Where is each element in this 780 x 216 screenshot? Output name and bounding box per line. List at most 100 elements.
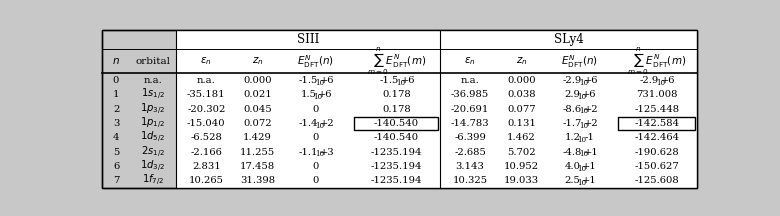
Text: $2s_{1/2}$: $2s_{1/2}$ (141, 145, 165, 160)
FancyBboxPatch shape (440, 30, 697, 188)
Text: $\epsilon_n$: $\epsilon_n$ (200, 55, 212, 67)
Text: +6: +6 (401, 76, 415, 85)
Text: $E^N_{\mathrm{DFT}}(n)$: $E^N_{\mathrm{DFT}}(n)$ (561, 53, 598, 70)
Text: $1p_{3/2}$: $1p_{3/2}$ (140, 102, 165, 117)
Text: +2: +2 (584, 105, 598, 114)
Text: 17.458: 17.458 (240, 162, 275, 171)
Text: 5.702: 5.702 (507, 148, 536, 157)
Text: 7: 7 (113, 176, 119, 185)
Text: 2.9: 2.9 (564, 90, 580, 99)
Text: 1.2: 1.2 (564, 133, 580, 142)
FancyBboxPatch shape (102, 30, 697, 188)
Text: $z_n$: $z_n$ (516, 55, 527, 67)
Text: 10: 10 (580, 107, 588, 115)
Text: 3.143: 3.143 (456, 162, 484, 171)
Text: 10: 10 (580, 150, 588, 158)
Text: -140.540: -140.540 (374, 133, 419, 142)
Text: -1: -1 (584, 133, 594, 142)
Text: -2.9: -2.9 (562, 76, 582, 85)
Text: 10: 10 (580, 79, 588, 87)
Text: 0.000: 0.000 (243, 76, 272, 85)
Text: +6: +6 (661, 76, 675, 85)
Text: 5: 5 (113, 148, 119, 157)
Text: +1: +1 (583, 148, 598, 157)
Text: -140.540: -140.540 (374, 119, 419, 128)
Text: -20.691: -20.691 (451, 105, 489, 114)
Text: -142.464: -142.464 (634, 133, 679, 142)
FancyBboxPatch shape (176, 30, 440, 188)
Text: -2.685: -2.685 (454, 148, 486, 157)
Text: 10: 10 (577, 93, 587, 101)
Text: $1s_{1/2}$: $1s_{1/2}$ (141, 87, 165, 102)
Text: -2.9: -2.9 (640, 76, 659, 85)
Text: +6: +6 (320, 76, 335, 85)
Text: +3: +3 (320, 148, 335, 157)
Text: $\epsilon_n$: $\epsilon_n$ (464, 55, 476, 67)
Text: -14.783: -14.783 (451, 119, 490, 128)
Text: 2.5: 2.5 (564, 176, 580, 185)
Text: $E^N_{\mathrm{DFT}}(n)$: $E^N_{\mathrm{DFT}}(n)$ (297, 53, 334, 70)
Text: 10.952: 10.952 (504, 162, 539, 171)
Text: -6.528: -6.528 (190, 133, 222, 142)
Text: $\sum_{m=0}^{n}\!E^N_{\mathrm{DFT}}(m)$: $\sum_{m=0}^{n}\!E^N_{\mathrm{DFT}}(m)$ (627, 45, 686, 77)
Text: -190.628: -190.628 (634, 148, 679, 157)
Text: $1f_{7/2}$: $1f_{7/2}$ (142, 173, 164, 188)
Text: 10: 10 (577, 179, 587, 187)
Text: 731.008: 731.008 (636, 90, 678, 99)
Text: 0: 0 (313, 105, 319, 114)
Text: n.a.: n.a. (461, 76, 480, 85)
Text: -2.166: -2.166 (190, 148, 222, 157)
Text: -1.5: -1.5 (379, 76, 399, 85)
Text: 10: 10 (315, 79, 324, 87)
Text: orbital: orbital (136, 57, 171, 66)
Text: 10: 10 (577, 165, 587, 173)
Text: 0: 0 (113, 76, 119, 85)
Text: -1.7: -1.7 (562, 119, 582, 128)
Text: $z_n$: $z_n$ (252, 55, 264, 67)
Text: 4.0: 4.0 (564, 162, 580, 171)
Text: 10: 10 (580, 122, 588, 130)
Text: -1.4: -1.4 (299, 119, 318, 128)
Text: -1235.194: -1235.194 (370, 148, 422, 157)
Text: 2.831: 2.831 (192, 162, 221, 171)
Text: $\sum_{m=0}^{n}\!E^N_{\mathrm{DFT}}(m)$: $\sum_{m=0}^{n}\!E^N_{\mathrm{DFT}}(m)$ (367, 45, 426, 77)
Text: -15.040: -15.040 (187, 119, 225, 128)
Text: -1.5: -1.5 (299, 76, 318, 85)
Text: -1235.194: -1235.194 (370, 176, 422, 185)
Text: 1.5: 1.5 (300, 90, 317, 99)
Text: 0: 0 (313, 162, 319, 171)
Text: 0.045: 0.045 (243, 105, 272, 114)
Text: -1.1: -1.1 (299, 148, 318, 157)
Text: +1: +1 (582, 162, 597, 171)
Text: -1235.194: -1235.194 (370, 162, 422, 171)
Text: n.a.: n.a. (144, 76, 162, 85)
Text: +6: +6 (584, 76, 598, 85)
Text: 2: 2 (113, 105, 119, 114)
Text: -4.8: -4.8 (562, 148, 582, 157)
Text: -35.181: -35.181 (187, 90, 225, 99)
Text: 10: 10 (577, 136, 587, 144)
Text: -150.627: -150.627 (634, 162, 679, 171)
Text: 11.255: 11.255 (240, 148, 275, 157)
Text: $n$: $n$ (112, 56, 120, 66)
Text: 0.038: 0.038 (507, 90, 536, 99)
Text: SLy4: SLy4 (554, 33, 583, 46)
Text: $1d_{3/2}$: $1d_{3/2}$ (140, 159, 165, 174)
Text: 1: 1 (113, 90, 119, 99)
Text: n.a.: n.a. (197, 76, 215, 85)
Text: -36.985: -36.985 (451, 90, 489, 99)
Text: +6: +6 (582, 90, 596, 99)
Text: 10: 10 (396, 79, 405, 87)
Text: 4: 4 (113, 133, 119, 142)
Text: 10.265: 10.265 (189, 176, 224, 185)
Text: 0: 0 (313, 133, 319, 142)
Text: 0.178: 0.178 (382, 90, 411, 99)
Text: -125.608: -125.608 (634, 176, 679, 185)
Text: -125.448: -125.448 (634, 105, 679, 114)
Text: -20.302: -20.302 (187, 105, 225, 114)
Text: 6: 6 (113, 162, 119, 171)
Text: -6.399: -6.399 (454, 133, 486, 142)
Text: SIII: SIII (297, 33, 319, 46)
Text: +2: +2 (320, 119, 335, 128)
Text: 1.462: 1.462 (507, 133, 536, 142)
